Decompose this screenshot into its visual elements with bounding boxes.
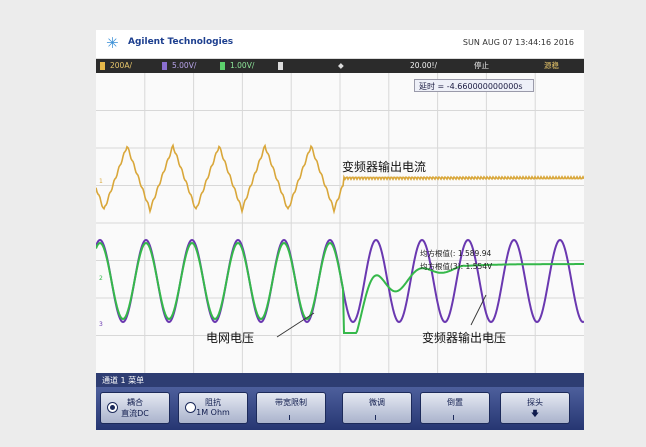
ch2-scale[interactable]: 5.00V/ xyxy=(172,61,197,70)
softkey-label: 阻抗 xyxy=(205,398,221,407)
grid-voltage-label: 电网电压 xyxy=(206,331,255,345)
radio-icon xyxy=(185,402,196,413)
ch4-indicator xyxy=(278,62,283,70)
svg-text:3: 3 xyxy=(99,321,103,328)
ch2-indicator xyxy=(162,62,167,70)
header-bar: ✳ Agilent Technologies SUN AUG 07 13:44:… xyxy=(96,30,584,59)
softkey-value: 1M Ohm xyxy=(196,408,230,417)
coupling-softkey[interactable]: 耦合 直流DC xyxy=(100,392,170,424)
status-bar: 200A/ 5.00V/ 1.00V/ ◆ 20.00!/ 停止 源稳 xyxy=(96,59,584,73)
softkey-label: 带宽限制 xyxy=(275,398,307,407)
invert-softkey[interactable]: 倒置 xyxy=(420,392,490,424)
measurement-rms-1: 均方根值(: 1.589.94 xyxy=(420,249,492,258)
bandwidth-limit-softkey[interactable]: 带宽限制 xyxy=(256,392,326,424)
down-arrow-icon: 🡇 xyxy=(530,409,540,418)
measurement-rms-2: 均方根值(3): 1.554V xyxy=(420,262,493,271)
channel-menu-bar: 通道 1 菜单 xyxy=(96,373,584,387)
ch3-trace xyxy=(95,241,584,334)
ch3-scale[interactable]: 1.00V/ xyxy=(230,61,255,70)
trigger-mode-label[interactable]: 源稳 xyxy=(544,61,559,70)
brand-label: Agilent Technologies xyxy=(128,37,234,47)
inverter-voltage-leader xyxy=(470,294,487,326)
inverter-current-label: 变频器输出电流 xyxy=(342,160,427,174)
delay-readout[interactable]: 延时 = -4.660000000000s xyxy=(414,79,534,92)
ch1-scale[interactable]: 200A/ xyxy=(110,61,132,70)
softkey-label: 耦合 xyxy=(127,398,143,407)
radio-icon xyxy=(107,402,118,413)
svg-text:2: 2 xyxy=(99,275,103,282)
indicator-icon xyxy=(289,415,290,420)
softkey-bar: 耦合 直流DC 阻抗 1M Ohm 带宽限制 微调 倒置 探头 🡇 xyxy=(96,387,584,430)
softkey-label: 探头 xyxy=(527,398,543,407)
probe-softkey[interactable]: 探头 🡇 xyxy=(500,392,570,424)
timebase-label[interactable]: 20.00!/ xyxy=(410,61,438,70)
trigger-icon: ◆ xyxy=(338,61,344,70)
indicator-icon xyxy=(453,415,454,420)
ch3-indicator xyxy=(220,62,225,70)
ch1-trace xyxy=(95,143,585,215)
ch1-indicator xyxy=(100,62,105,70)
svg-text:1: 1 xyxy=(99,178,103,185)
agilent-spark-icon: ✳ xyxy=(106,34,119,52)
waveform-canvas: 1 2 3 xyxy=(95,73,585,373)
channel-menu-label: 通道 1 菜单 xyxy=(102,376,145,385)
inverter-voltage-label: 变频器输出电压 xyxy=(422,331,507,345)
datetime-label: SUN AUG 07 13:44:16 2016 xyxy=(462,38,574,47)
fine-softkey[interactable]: 微调 xyxy=(342,392,412,424)
softkey-label: 微调 xyxy=(369,398,385,407)
oscilloscope-screen: ✳ Agilent Technologies SUN AUG 07 13:44:… xyxy=(95,30,585,430)
grid-voltage-leader xyxy=(276,312,315,338)
indicator-icon xyxy=(375,415,376,420)
waveform-plot: 1 2 3 延时 = -4.660000000000s 变频器输出电流 电网电压… xyxy=(95,73,585,373)
softkey-value: 直流DC xyxy=(121,409,149,418)
softkey-label: 倒置 xyxy=(447,398,463,407)
impedance-softkey[interactable]: 阻抗 1M Ohm xyxy=(178,392,248,424)
run-state-label[interactable]: 停止 xyxy=(474,61,489,70)
